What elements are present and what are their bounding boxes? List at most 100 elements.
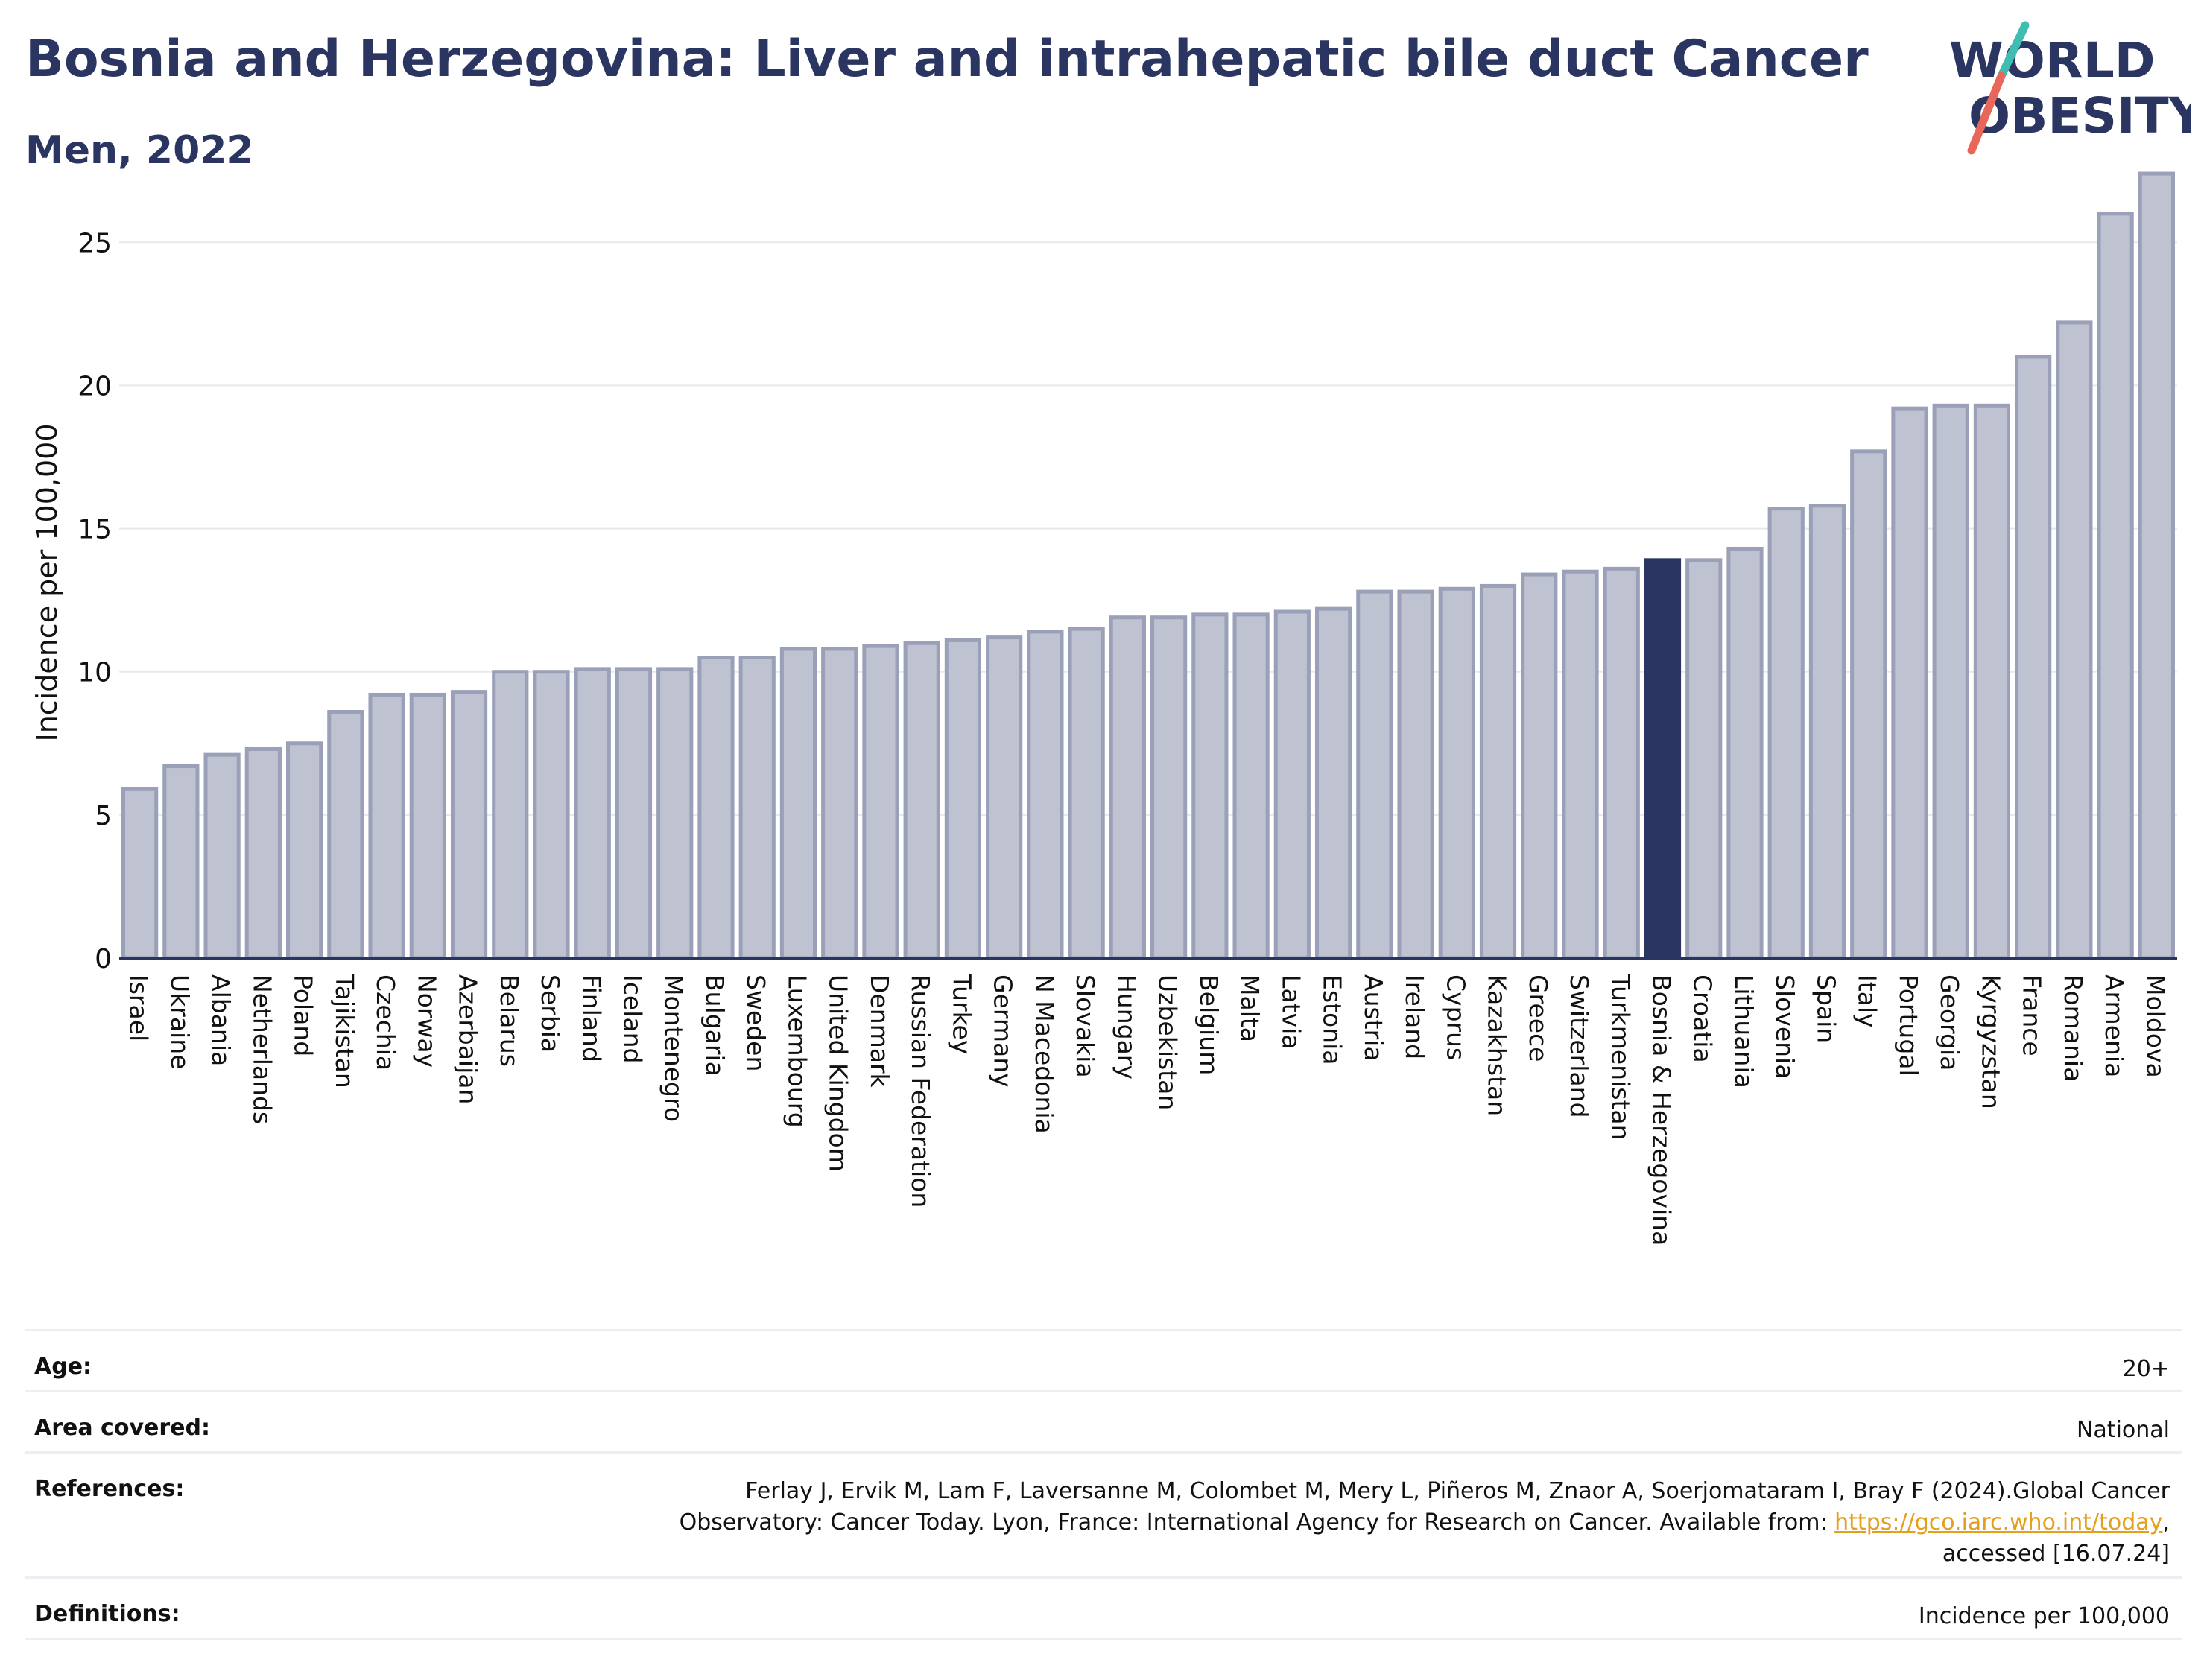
bar[interactable] (1521, 572, 1558, 960)
x-tick-label: Georgia (1935, 974, 1964, 1071)
references-link[interactable]: https://gco.iarc.who.int/today (1834, 1509, 2163, 1535)
x-tick-label: Kazakhstan (1483, 974, 1512, 1116)
bar[interactable] (1232, 612, 1270, 960)
bar[interactable] (1027, 630, 1064, 960)
x-tick-label: Finland (577, 974, 606, 1062)
bar[interactable] (1850, 449, 1887, 960)
x-tick-label: Malta (1235, 974, 1264, 1042)
references-line-2: Observatory: Cancer Today. Lyon, France:… (679, 1509, 2170, 1535)
y-axis-ticks: 0 5 10 15 20 25 (77, 228, 112, 974)
definitions-value: Incidence per 100,000 (1918, 1603, 2170, 1629)
x-tick-label: Belarus (495, 974, 524, 1067)
x-tick-label: Montenegro (659, 974, 688, 1122)
bar[interactable] (162, 764, 200, 960)
x-tick-label: Ukraine (165, 974, 194, 1069)
bar[interactable] (1685, 558, 1723, 960)
x-tick-label: France (2018, 974, 2047, 1056)
bar[interactable] (697, 656, 735, 960)
bar[interactable] (492, 670, 529, 960)
x-tick-label: Bulgaria (700, 974, 729, 1077)
bar[interactable] (1068, 627, 1105, 960)
x-tick-label: Israel (124, 974, 153, 1042)
y-tick-label: 25 (77, 228, 112, 259)
x-tick-label: Switzerland (1565, 974, 1594, 1118)
x-tick-label: Estonia (1318, 974, 1347, 1065)
bar[interactable] (1314, 606, 1352, 960)
bar[interactable] (1973, 403, 2011, 960)
bar[interactable] (2056, 320, 2093, 960)
bar-chart: 0 5 10 15 20 25 Israel Ukraine Albania Netherlan… (31, 171, 2177, 1246)
x-tick-label: Croatia (1688, 974, 1717, 1063)
bar[interactable] (409, 692, 446, 960)
bar[interactable] (1438, 586, 1475, 960)
bar[interactable] (244, 747, 282, 960)
y-tick-label: 10 (77, 658, 112, 688)
bar[interactable] (944, 638, 982, 960)
bar[interactable] (2138, 171, 2175, 960)
bar[interactable] (1767, 507, 1805, 960)
bar[interactable] (1273, 609, 1311, 960)
bar[interactable] (1150, 615, 1188, 960)
bar[interactable] (615, 667, 653, 960)
bar-highlighted[interactable] (1644, 558, 1682, 960)
x-tick-label: Netherlands (247, 974, 276, 1124)
x-tick-label: Lithuania (1729, 974, 1758, 1088)
bar[interactable] (738, 656, 776, 960)
meta-row-age: Age: 20+ (25, 1329, 2182, 1392)
bar[interactable] (821, 647, 858, 960)
x-tick-label: Denmark (865, 974, 894, 1088)
x-tick-label: Turkmenistan (1606, 974, 1635, 1141)
bar[interactable] (656, 667, 694, 960)
bar[interactable] (1603, 566, 1640, 960)
area-label: Area covered: (34, 1415, 210, 1441)
bar[interactable] (1808, 504, 1846, 960)
bar[interactable] (903, 641, 940, 960)
bar[interactable] (121, 787, 159, 960)
bar[interactable] (368, 692, 405, 960)
x-tick-label: Russian Federation (906, 974, 935, 1208)
x-tick-label: Slovakia (1071, 974, 1100, 1078)
bar[interactable] (862, 644, 899, 960)
bar[interactable] (203, 752, 241, 960)
bar[interactable] (1479, 583, 1517, 960)
bar[interactable] (574, 667, 611, 960)
x-tick-label: Austria (1359, 974, 1388, 1062)
bar[interactable] (1356, 589, 1393, 960)
bar[interactable] (1932, 403, 1969, 960)
bar[interactable] (2015, 355, 2052, 960)
bar[interactable] (1562, 569, 1599, 960)
y-tick-label: 20 (77, 371, 112, 402)
bar[interactable] (2097, 212, 2134, 960)
bars (121, 171, 2175, 960)
bar[interactable] (1726, 546, 1764, 960)
bar[interactable] (986, 635, 1023, 960)
x-tick-label: Poland (289, 974, 318, 1056)
bar[interactable] (1891, 406, 1928, 960)
bar[interactable] (1397, 589, 1434, 960)
bar[interactable] (1191, 612, 1229, 960)
bar[interactable] (533, 670, 570, 960)
y-axis-label: Incidence per 100,000 (31, 423, 63, 741)
x-tick-label: Slovenia (1770, 974, 1799, 1079)
x-tick-label: Hungary (1112, 974, 1141, 1080)
x-tick-label: Italy (1853, 974, 1882, 1028)
bar[interactable] (779, 647, 817, 960)
x-tick-label: Azerbaijan (454, 974, 483, 1104)
x-tick-label: Latvia (1276, 974, 1305, 1049)
x-tick-label: N Macedonia (1030, 974, 1059, 1134)
meta-row-definitions: Definitions: Incidence per 100,000 (25, 1576, 2182, 1640)
world-obesity-logo: WORLD OBESITY (1949, 21, 2191, 155)
logo-line-1: WORLD (1949, 32, 2156, 89)
bar[interactable] (285, 741, 323, 960)
bar[interactable] (450, 690, 488, 960)
x-tick-label: Kyrgyzstan (1976, 974, 2005, 1109)
x-tick-label: Uzbekistan (1153, 974, 1182, 1110)
x-tick-label: Czechia (371, 974, 400, 1071)
x-tick-label: Bosnia & Herzegovina (1647, 974, 1676, 1246)
x-tick-label: Tajikistan (330, 974, 359, 1088)
definitions-label: Definitions: (34, 1601, 180, 1627)
x-tick-label: Albania (206, 974, 235, 1066)
bar[interactable] (1109, 615, 1146, 960)
bar[interactable] (327, 710, 364, 960)
x-tick-label: Serbia (536, 974, 565, 1053)
